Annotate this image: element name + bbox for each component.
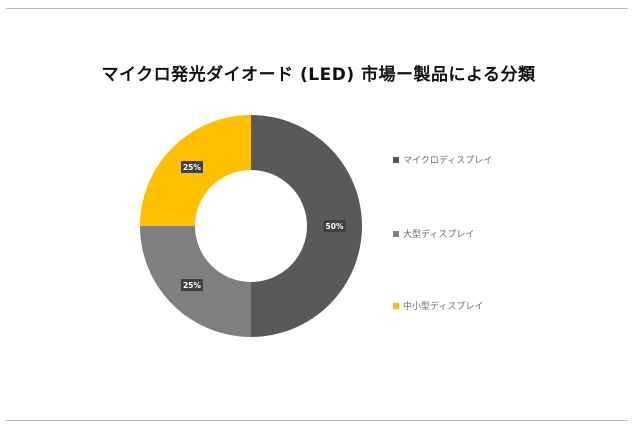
legend-item-1: マイクロディスプレイ [393,153,492,166]
top-divider [6,8,628,9]
chart-legend: マイクロディスプレイ 大型ディスプレイ 中小型ディスプレイ [393,0,633,430]
svg-text:50%: 50% [326,222,344,231]
legend-label: 中小型ディスプレイ [403,302,484,312]
svg-text:25%: 25% [183,163,201,172]
data-label-1: 50% [323,220,346,232]
data-label-2: 25% [180,279,203,292]
legend-label: 大型ディスプレイ [403,230,475,240]
legend-swatch [393,230,399,237]
legend-swatch [393,156,399,163]
data-labels-group: 50% 25% 25% [180,160,346,292]
data-label-3: 25% [180,160,203,173]
legend-swatch [393,302,399,309]
legend-label: マイクロディスプレイ [403,156,493,166]
bottom-divider [6,420,628,421]
chart-title: マイクロ発光ダイオード (LED) 市場ー製品による分類 [101,65,536,85]
legend-item-3: 中小型ディスプレイ [393,299,483,312]
legend-item-2: 大型ディスプレイ [393,227,474,240]
svg-text:25%: 25% [183,281,201,290]
slice-1 [251,115,362,337]
